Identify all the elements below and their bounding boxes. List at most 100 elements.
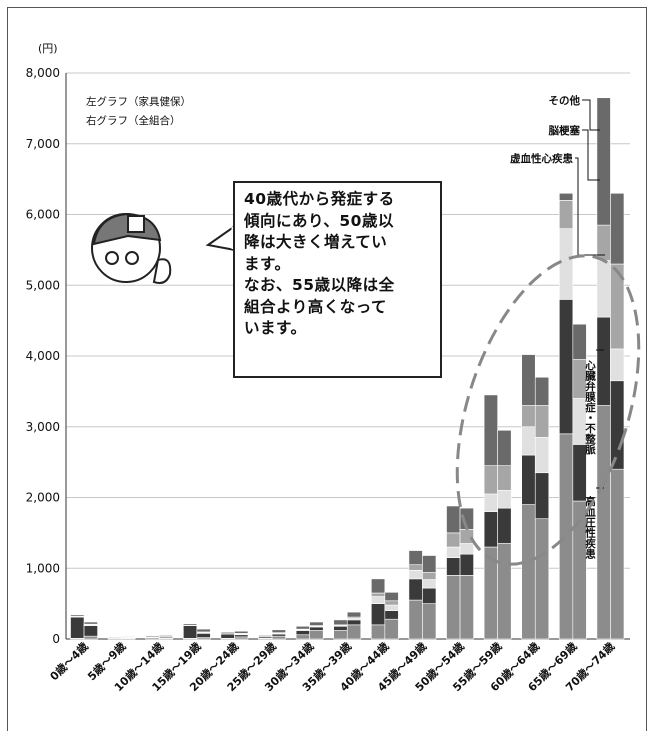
series-annotation-vertical: 心臓弁膜症・不整脈 (584, 360, 596, 455)
bar-segment (483, 511, 498, 548)
bar-segment (234, 636, 249, 640)
bar-segment (596, 97, 611, 226)
bar-segment (459, 575, 474, 640)
bar-segment (422, 579, 437, 589)
bar-segment (371, 603, 386, 626)
bar-segment (446, 505, 461, 534)
bar-segment (346, 611, 362, 618)
bar-segment (446, 557, 461, 576)
bar-segment (70, 616, 85, 639)
mascot-illustration (91, 212, 172, 284)
bar-segment (83, 621, 98, 625)
bar-segment (408, 550, 423, 566)
bar-segment (521, 405, 536, 428)
bar-segment (446, 546, 461, 558)
bar-segment (271, 635, 286, 640)
bar-segment (309, 626, 324, 631)
bar-segment (422, 572, 437, 580)
bar-segment (158, 635, 174, 637)
bar-segment (234, 630, 249, 634)
bar-segment (309, 621, 324, 626)
bar-segment (497, 465, 512, 491)
bar-segment (408, 564, 423, 571)
bar-segment (408, 570, 423, 580)
bar-segment (295, 625, 310, 630)
bar-segment (534, 472, 550, 520)
annotation-leader (582, 99, 600, 131)
bar-segment (384, 610, 399, 620)
bar-segment (183, 623, 198, 626)
bar-segment (446, 532, 461, 548)
bar-segment (534, 518, 550, 640)
x-tick-labels: 0歳～4歳5歳～9歳10歳～14歳15歳～19歳20歳～24歳25歳～29歳30… (47, 639, 617, 694)
bar-segment (572, 323, 587, 360)
bar-segment (497, 429, 512, 466)
bar-segment (610, 380, 625, 470)
bar-segment (196, 633, 211, 638)
bar-segment (610, 468, 625, 640)
bar-segment (559, 200, 574, 229)
y-tick-labels: 0 1,000 2,000 3,000 4,000 5,000 6,000 7,000 8,00… (26, 66, 60, 646)
annotation-leader (575, 157, 605, 256)
bar-segment (559, 433, 574, 640)
chart-frame (7, 7, 647, 731)
y-tick-label: 2,000 (26, 491, 60, 505)
bar-segment (422, 555, 437, 573)
callout-box: 40歳代から発症する 傾向にあり、50歳以 降は大きく増えてい ます。 なお、5… (233, 181, 442, 378)
bar-segment (446, 575, 461, 640)
bar-segment (559, 299, 574, 435)
bar-segment (610, 348, 625, 382)
bar-segment (220, 631, 235, 634)
bar-segment (83, 625, 98, 637)
bar-segment (408, 599, 423, 640)
bar-segment (483, 465, 498, 495)
bar-segment (459, 543, 474, 555)
bar-segment (196, 628, 211, 633)
bar-segment (371, 624, 386, 640)
bar-segment (121, 635, 136, 638)
y-tick-label: 1,000 (26, 561, 60, 575)
bar-segment (596, 405, 611, 640)
bar-segment (333, 630, 348, 640)
y-tick-label: 3,000 (26, 420, 60, 434)
legend-note-right: 右グラフ（全組合） (86, 115, 181, 127)
bar-segment (70, 614, 85, 617)
bar-segment (483, 394, 498, 466)
series-annotation: 脳梗塞 (549, 124, 581, 137)
bar-segment (521, 454, 536, 505)
bar-segment (234, 634, 249, 638)
bar-segment (559, 228, 574, 300)
y-tick-label: 0 (52, 632, 60, 646)
bar-segment (371, 578, 386, 594)
bar-segment (371, 596, 386, 604)
bar-segment (497, 490, 512, 509)
bar-segment (271, 633, 286, 637)
bar-segment (534, 376, 550, 406)
bar-segment (295, 634, 310, 640)
y-tick-label: 6,000 (26, 208, 60, 222)
series-annotation: その他 (549, 94, 581, 107)
bar-segment (559, 192, 574, 201)
series-annotation: 虚血性心疾患 (510, 152, 573, 165)
bar-segment (534, 405, 550, 438)
bars (70, 97, 625, 640)
bar-segment (333, 619, 348, 626)
bar-segment (220, 633, 235, 639)
bar-segment (459, 529, 474, 544)
y-tick-label: 8,000 (26, 66, 60, 80)
bar-segment (258, 635, 273, 637)
bar-segment (309, 630, 324, 640)
bar-segment (521, 354, 536, 406)
y-tick-label: 4,000 (26, 349, 60, 363)
bar-segment (534, 437, 550, 474)
bar-segment (384, 592, 399, 602)
bar-segment (384, 604, 399, 611)
bar-segment (346, 619, 362, 626)
y-tick-label: 5,000 (26, 278, 60, 292)
bar-segment (459, 553, 474, 576)
bar-segment (521, 426, 536, 456)
bar-segment (295, 630, 310, 636)
y-axis-unit: (円) (38, 42, 58, 55)
bar-segment (596, 260, 611, 318)
